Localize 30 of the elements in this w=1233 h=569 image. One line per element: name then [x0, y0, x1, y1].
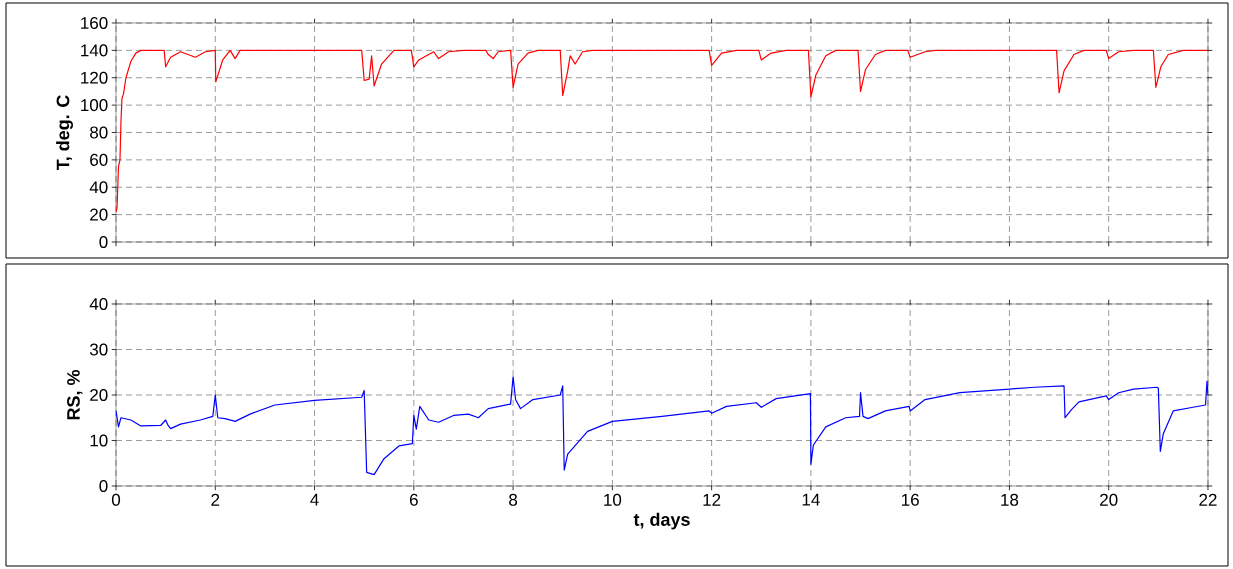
x-tick-label: 0 — [111, 493, 121, 506]
x-tick-label: 2 — [211, 493, 220, 506]
x-tick-label: 16 — [902, 493, 919, 506]
x-tick-label: 22 — [1199, 493, 1217, 506]
y-axis-title: T, deg. C — [56, 95, 73, 171]
y-tick-label: 40 — [89, 297, 108, 311]
y-axis-title: RS, % — [67, 369, 83, 420]
x-tick-label: 12 — [703, 493, 721, 506]
line-series — [116, 376, 1208, 476]
y-tick-label: 40 — [89, 181, 108, 194]
x-tick-label: 6 — [409, 493, 418, 506]
x-tick-label: 14 — [802, 493, 820, 506]
x-tick-label: 8 — [509, 493, 518, 506]
y-tick-label: 30 — [89, 343, 108, 356]
x-tick-label: 10 — [604, 493, 622, 506]
x-axis-title: t, days — [633, 512, 690, 530]
y-tick-label: 10 — [90, 434, 108, 447]
y-tick-label: 160 — [81, 16, 108, 30]
y-tick-label: 120 — [81, 71, 108, 84]
y-tick-label: 140 — [81, 44, 108, 57]
x-tick-label: 20 — [1100, 493, 1118, 506]
y-tick-label: 60 — [90, 153, 108, 166]
y-tick-label: 20 — [90, 208, 108, 221]
y-tick-label: 0 — [99, 479, 108, 493]
y-tick-label: 20 — [90, 388, 108, 402]
y-tick-label: 0 — [99, 235, 108, 249]
y-tick-label: 80 — [90, 126, 108, 139]
x-tick-label: 4 — [310, 493, 319, 506]
y-tick-label: 100 — [81, 99, 108, 112]
x-tick-label: 18 — [1001, 493, 1019, 506]
